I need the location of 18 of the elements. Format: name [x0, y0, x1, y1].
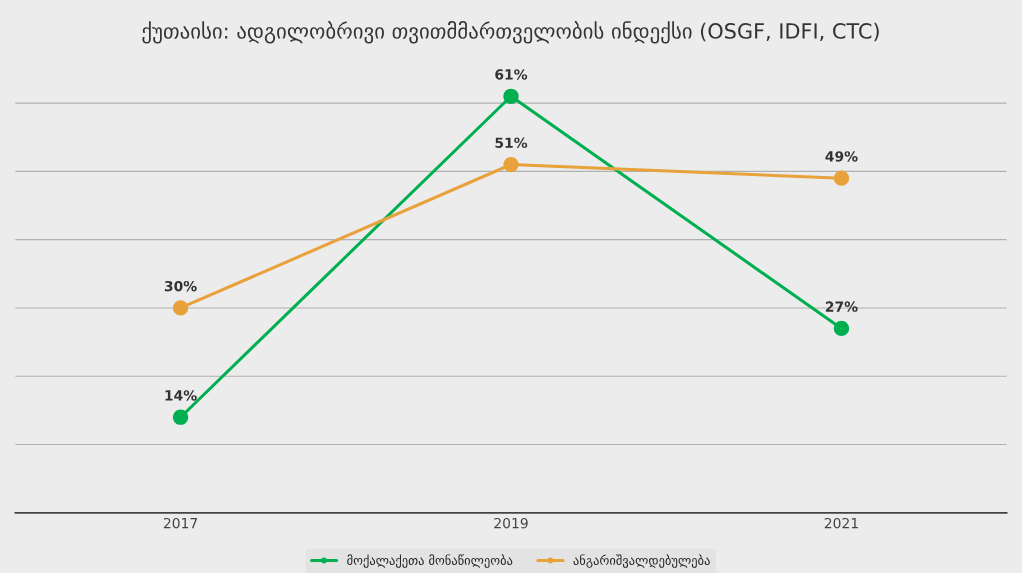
chart-title: ქუთაისი: ადგილობრივი თვითმმართველობის ინდექსი (OSGF, IDFI, CTC)	[142, 21, 879, 44]
point	[503, 156, 519, 173]
data-label: 61%	[495, 69, 528, 80]
x-tick-label: 2017	[163, 517, 198, 529]
data-label: 14%	[165, 390, 197, 401]
data-label: 49%	[825, 151, 858, 162]
x-tick-label: 2021	[824, 517, 858, 529]
data-label: 27%	[825, 301, 858, 312]
point	[503, 88, 519, 104]
legend-label: ანგარიშვალდებულება	[573, 554, 710, 568]
data-label: 30%	[164, 280, 197, 292]
point	[833, 170, 850, 186]
legend-label: მოქალაქეთა მონაწილეობა	[347, 554, 513, 568]
x-tick-label: 2019	[494, 517, 528, 529]
point	[172, 300, 189, 316]
point	[172, 409, 189, 425]
data-label: 51%	[495, 137, 528, 148]
point	[833, 320, 850, 337]
